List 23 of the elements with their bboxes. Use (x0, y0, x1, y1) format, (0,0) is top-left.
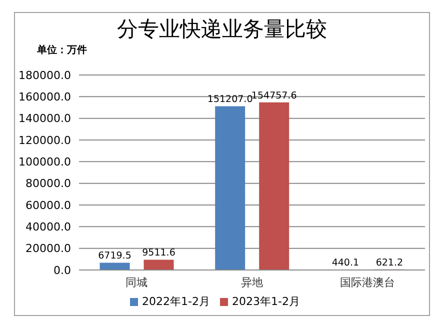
y-tick-label: 100000.0 (18, 156, 71, 169)
y-tick-label: 60000.0 (26, 198, 71, 212)
data-label: 440.1 (332, 258, 360, 269)
y-tick-label: 20000.0 (26, 242, 71, 256)
data-label: 9511.6 (142, 248, 176, 259)
data-label: 621.2 (376, 257, 404, 268)
legend-label: 2022年1-2月 (142, 295, 210, 308)
y-axis-title: 单位：万件 (37, 44, 87, 57)
y-tick-label: 80000.0 (26, 177, 71, 190)
y-tick-label: 0.0 (54, 264, 71, 277)
chart-title: 分专业快递业务量比较 (116, 16, 328, 43)
data-label: 151207.0 (207, 94, 253, 106)
data-label: 154757.6 (251, 90, 297, 102)
y-tick-label: 180000.0 (18, 68, 71, 82)
y-tick-label: 140000.0 (18, 112, 71, 126)
legend-label: 2023年1-2月 (232, 295, 300, 308)
data-label: 6719.5 (98, 250, 132, 262)
x-tick-label: 国际港澳台 (340, 276, 395, 289)
x-tick-label: 异地 (241, 276, 263, 289)
x-tick-label: 同城 (126, 276, 148, 289)
y-tick-label: 40000.0 (26, 220, 71, 234)
y-tick-label: 160000.0 (18, 90, 71, 104)
y-tick-label: 120000.0 (18, 134, 71, 147)
